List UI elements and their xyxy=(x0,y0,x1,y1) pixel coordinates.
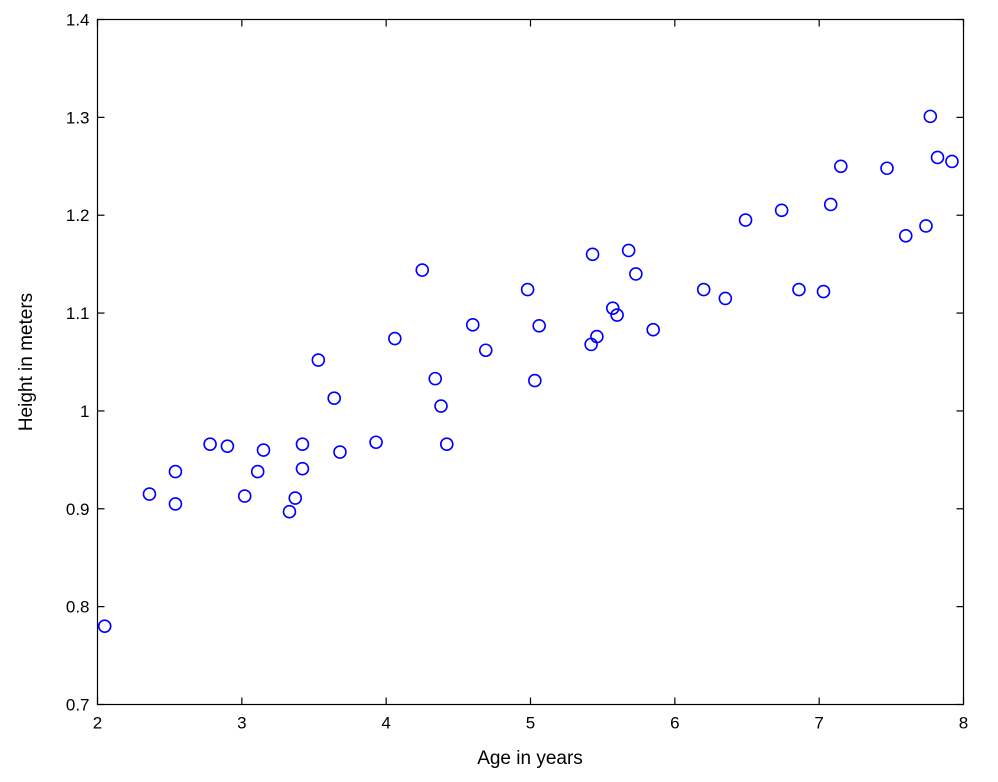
data-point xyxy=(295,461,310,476)
data-point xyxy=(237,489,252,503)
data-point xyxy=(428,371,443,386)
data-point xyxy=(945,154,959,169)
data-point xyxy=(295,437,310,452)
y-tick-label: 0.9 xyxy=(66,500,90,519)
data-point xyxy=(718,291,733,306)
x-tick-label: 4 xyxy=(381,714,390,733)
data-point xyxy=(97,619,112,634)
data-point xyxy=(256,443,271,457)
data-point xyxy=(898,228,913,243)
y-tick-label: 1.3 xyxy=(66,108,90,127)
data-point xyxy=(142,487,157,501)
data-point xyxy=(816,284,831,299)
data-point xyxy=(388,331,402,346)
x-tick-label: 5 xyxy=(526,714,535,733)
data-points xyxy=(97,109,959,634)
data-point xyxy=(168,464,183,479)
data-point xyxy=(590,329,604,344)
y-tick-label: 0.8 xyxy=(66,598,90,617)
y-tick-label: 1.1 xyxy=(66,304,90,323)
plot-area-frame xyxy=(96,18,965,706)
data-point xyxy=(605,301,620,315)
data-point xyxy=(919,219,933,233)
data-point xyxy=(465,318,480,332)
data-point xyxy=(434,399,448,413)
data-point xyxy=(621,243,636,258)
data-point xyxy=(880,161,894,176)
y-tick-label: 1.4 xyxy=(66,11,90,30)
data-point xyxy=(774,203,789,218)
data-point xyxy=(823,197,838,212)
data-point xyxy=(930,150,945,165)
x-tick-label: 6 xyxy=(670,714,679,733)
data-point xyxy=(415,263,430,277)
data-point xyxy=(696,282,711,297)
data-point xyxy=(333,445,347,459)
data-point xyxy=(610,308,624,322)
data-point xyxy=(585,247,600,262)
x-tick-label: 8 xyxy=(959,714,968,733)
data-point xyxy=(584,337,598,352)
data-point xyxy=(792,282,806,297)
axis-ticks xyxy=(96,18,965,706)
x-tick-label: 3 xyxy=(237,714,246,733)
data-point xyxy=(220,439,235,453)
data-point xyxy=(528,373,542,388)
x-tick-label: 7 xyxy=(814,714,823,733)
x-tick-labels: 2 3 4 5 6 7 8 xyxy=(93,714,968,733)
data-point xyxy=(282,504,297,519)
data-point xyxy=(250,464,265,479)
data-point xyxy=(738,213,753,227)
data-point xyxy=(646,322,660,337)
y-tick-label: 1.2 xyxy=(66,206,90,225)
y-tick-label: 0.7 xyxy=(66,696,90,715)
y-tick-label: 1 xyxy=(80,402,89,421)
data-point xyxy=(439,437,454,452)
data-point xyxy=(923,109,938,124)
data-point xyxy=(327,391,342,406)
data-point xyxy=(288,491,303,505)
data-point xyxy=(203,437,217,452)
data-point xyxy=(532,318,546,333)
y-axis-label: Height in meters xyxy=(16,293,37,431)
data-point xyxy=(629,267,643,281)
data-point xyxy=(168,497,183,511)
data-point xyxy=(478,343,493,358)
data-point xyxy=(311,353,326,367)
x-tick-label: 2 xyxy=(93,714,102,733)
data-point xyxy=(834,159,848,174)
data-point xyxy=(520,282,535,297)
x-axis-label: Age in years xyxy=(477,748,583,769)
data-point xyxy=(369,435,383,450)
y-tick-labels: 0.7 0.8 0.9 1 1.1 1.2 1.3 1.4 xyxy=(66,11,90,715)
